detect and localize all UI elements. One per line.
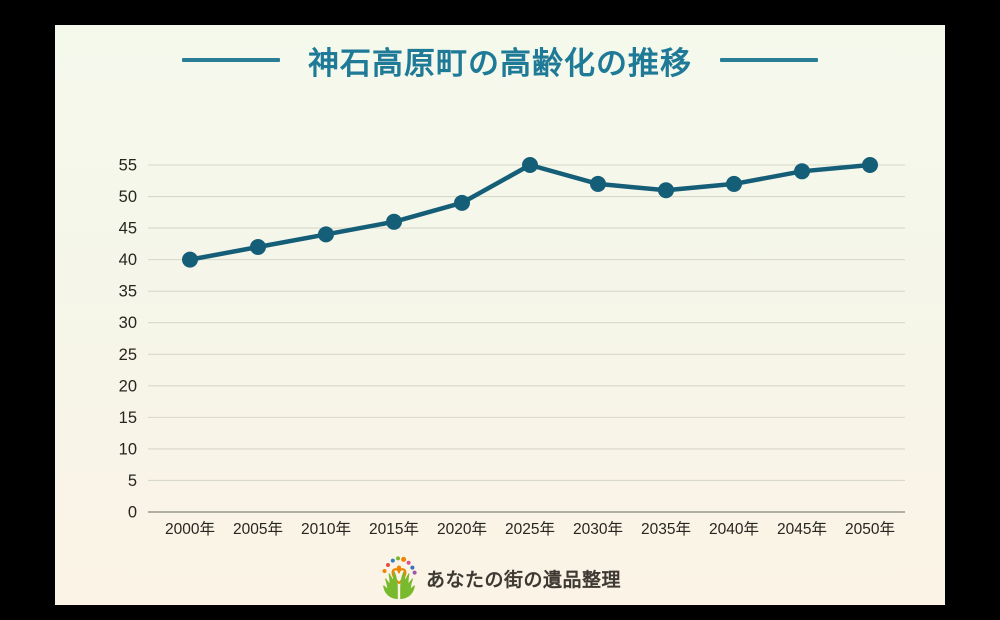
x-tick-label: 2020年: [437, 520, 487, 538]
logo-dot: [382, 569, 387, 573]
data-point: [182, 251, 198, 268]
x-tick-label: 2000年: [165, 520, 215, 538]
logo-dot: [406, 560, 411, 565]
y-tick-label: 5: [128, 472, 137, 490]
logo-hand-left: [383, 571, 398, 599]
x-tick-label: 2025年: [505, 520, 555, 538]
data-point: [250, 239, 266, 256]
hands-heart-logo-icon: [382, 556, 417, 599]
data-point: [726, 175, 742, 192]
logo-dot: [401, 556, 407, 562]
x-tick-label: 2010年: [301, 520, 351, 538]
y-tick-label: 15: [119, 409, 137, 427]
data-point: [454, 194, 470, 211]
logo-dot: [390, 558, 395, 563]
x-tick-label: 2045年: [777, 520, 827, 538]
data-point: [522, 157, 538, 173]
data-point: [658, 182, 674, 199]
y-tick-label: 50: [119, 188, 137, 206]
y-tick-label: 30: [119, 314, 137, 332]
data-point: [318, 226, 334, 243]
x-tick-label: 2035年: [641, 520, 691, 538]
logo-dot: [412, 570, 417, 575]
y-tick-label: 10: [119, 440, 137, 458]
y-tick-label: 45: [119, 220, 137, 238]
data-point: [590, 175, 606, 192]
x-tick-label: 2015年: [369, 520, 419, 538]
y-tick-label: 40: [119, 251, 137, 269]
y-tick-label: 55: [119, 157, 137, 175]
logo-dot: [410, 565, 415, 570]
aging-trend-line-chart: 0 5 10 15 20 25 30 35 40 45 50 55 2000年 2005年 2010年 201…: [119, 157, 905, 538]
logo-dot: [395, 556, 400, 561]
logo-hand-right: [400, 571, 415, 599]
data-point: [794, 163, 810, 180]
title-dash-right: [720, 58, 818, 62]
logo-heart: [391, 568, 407, 585]
data-point: [386, 213, 402, 230]
title-dash-left: [182, 58, 280, 62]
data-point: [862, 157, 878, 173]
x-tick-label: 2040年: [709, 520, 759, 538]
x-tick-label: 2030年: [573, 520, 623, 538]
chart-title: 神石高原町の高齢化の推移: [308, 45, 692, 81]
data-line: [187, 162, 873, 262]
logo-dot: [385, 563, 390, 567]
chart-card: 神石高原町の高齢化の推移 0 5 10 15 20 25 30 35 40 45 50 55 2000年…: [55, 25, 945, 605]
y-tick-label: 20: [119, 377, 137, 395]
x-tick-label: 2050年: [845, 520, 895, 538]
y-tick-label: 25: [119, 346, 137, 364]
chart-header: 神石高原町の高齢化の推移: [55, 25, 945, 95]
logo-dots: [382, 556, 417, 575]
y-tick-label: 0: [128, 504, 137, 522]
brand-name: あなたの街の遺品整理: [425, 569, 621, 591]
logo-heart-head: [396, 565, 402, 570]
brand-footer: あなたの街の遺品整理: [55, 556, 945, 600]
x-tick-label: 2005年: [233, 520, 283, 538]
y-tick-label: 35: [119, 283, 137, 301]
